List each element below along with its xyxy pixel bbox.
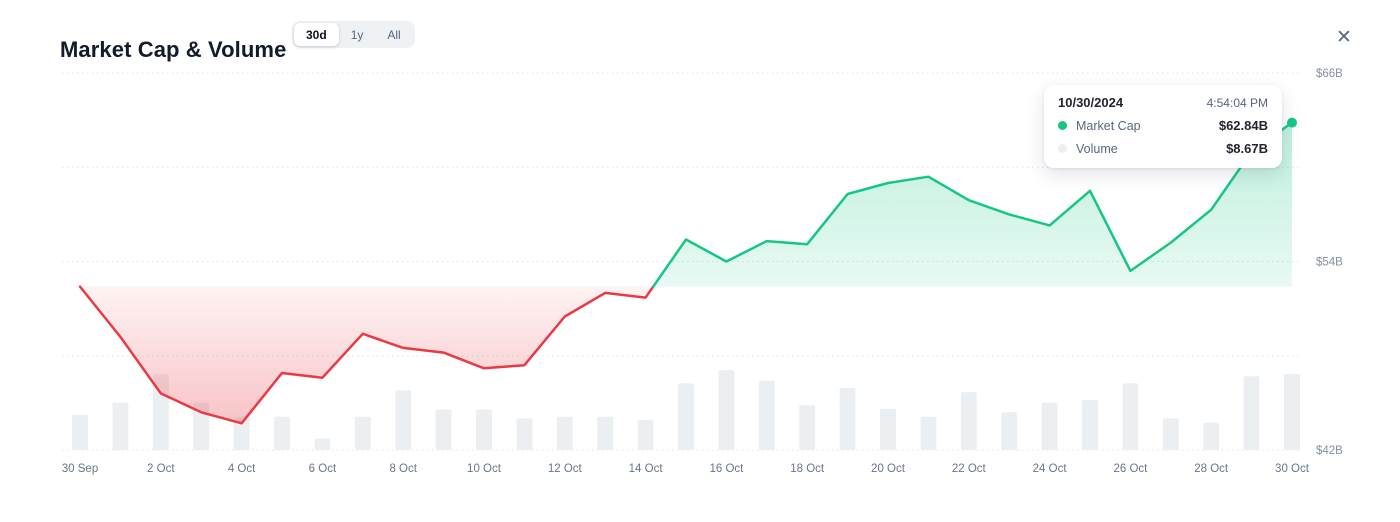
volume-bar [72,414,88,450]
x-axis-tick-label: 26 Oct [1113,463,1148,475]
volume-bar [960,392,977,450]
market-cap-line-down [78,285,655,425]
x-axis-tick-label: 2 Oct [147,463,175,475]
tooltip-time: 4:54:04 PM [1206,96,1268,110]
volume-bar [839,387,856,450]
volume-bar [1243,376,1260,450]
volume-bar [476,409,492,450]
volume-bar [395,390,412,450]
tooltip-value: $8.67B [1226,141,1268,156]
volume-bar [718,370,735,450]
tooltip-value: $62.84B [1218,118,1268,133]
x-axis-tick-label: 8 Oct [389,463,417,475]
market-cap-area-down [80,286,654,424]
volume-bar [1162,418,1179,450]
volume-bar [1284,373,1300,450]
volume-bar [1203,422,1220,450]
tooltip-header: 10/30/2024 4:54:04 PM [1058,95,1268,110]
volume-bar [678,383,694,450]
volume-bar [597,416,614,450]
volume-bar [233,416,250,450]
y-axis-tick-label: $66B [1316,68,1343,80]
x-axis-tick-label: 12 Oct [548,463,583,475]
range-selector: 30d 1y All [292,21,415,48]
last-point-marker [1287,117,1297,128]
tooltip-dot-0 [1058,121,1067,130]
y-axis-tick-label: $42B [1316,445,1343,457]
volume-bar [435,409,452,450]
volume-bar [799,405,816,450]
volume-bar [1041,402,1058,450]
x-axis-tick-label: 30 Sep [62,463,98,475]
range-button-1y[interactable]: 1y [339,23,376,46]
tooltip-row-volume: Volume $8.67B [1058,141,1268,156]
page-title: Market Cap & Volume [60,36,287,62]
tooltip-row-market-cap: Market Cap $62.84B [1058,118,1268,133]
volume-bar [1122,383,1139,450]
close-icon[interactable]: ✕ [1332,26,1356,50]
volume-bar [274,416,290,450]
volume-bar [314,438,331,450]
tooltip-label: Market Cap [1076,118,1141,133]
market-cap-line-up [651,121,1294,288]
volume-bar [920,416,937,450]
volume-bar [880,408,896,450]
x-axis-tick-label: 4 Oct [228,463,256,475]
volume-bar [758,380,775,450]
x-axis-tick-label: 14 Oct [629,463,664,475]
x-axis-tick-label: 24 Oct [1033,463,1068,475]
range-button-all[interactable]: All [375,23,412,46]
x-axis-tick-label: 30 Oct [1275,463,1310,475]
volume-bar [637,420,654,450]
x-axis-tick-label: 10 Oct [467,463,502,475]
tooltip-date: 10/30/2024 [1058,95,1124,110]
y-axis-tick-label: $54B [1316,257,1343,269]
x-axis-tick-label: 22 Oct [952,463,987,475]
volume-bar [354,416,371,450]
volume-bar [1001,412,1018,450]
tooltip-label: Volume [1076,141,1118,156]
x-axis-tick-label: 16 Oct [709,463,744,475]
market-cap-area-up [653,122,1292,287]
range-button-30d[interactable]: 30d [294,23,339,46]
volume-bar [516,418,533,450]
chart-tooltip: 10/30/2024 4:54:04 PM Market Cap $62.84B… [1044,85,1282,168]
x-axis-tick-label: 28 Oct [1194,463,1229,475]
volume-bar [112,402,129,450]
volume-bar [1082,399,1098,450]
tooltip-dot-1 [1058,144,1067,153]
x-axis-tick-label: 6 Oct [309,463,337,475]
x-axis-tick-label: 20 Oct [871,463,906,475]
x-axis-tick-label: 18 Oct [790,463,825,475]
volume-bar [556,416,573,450]
